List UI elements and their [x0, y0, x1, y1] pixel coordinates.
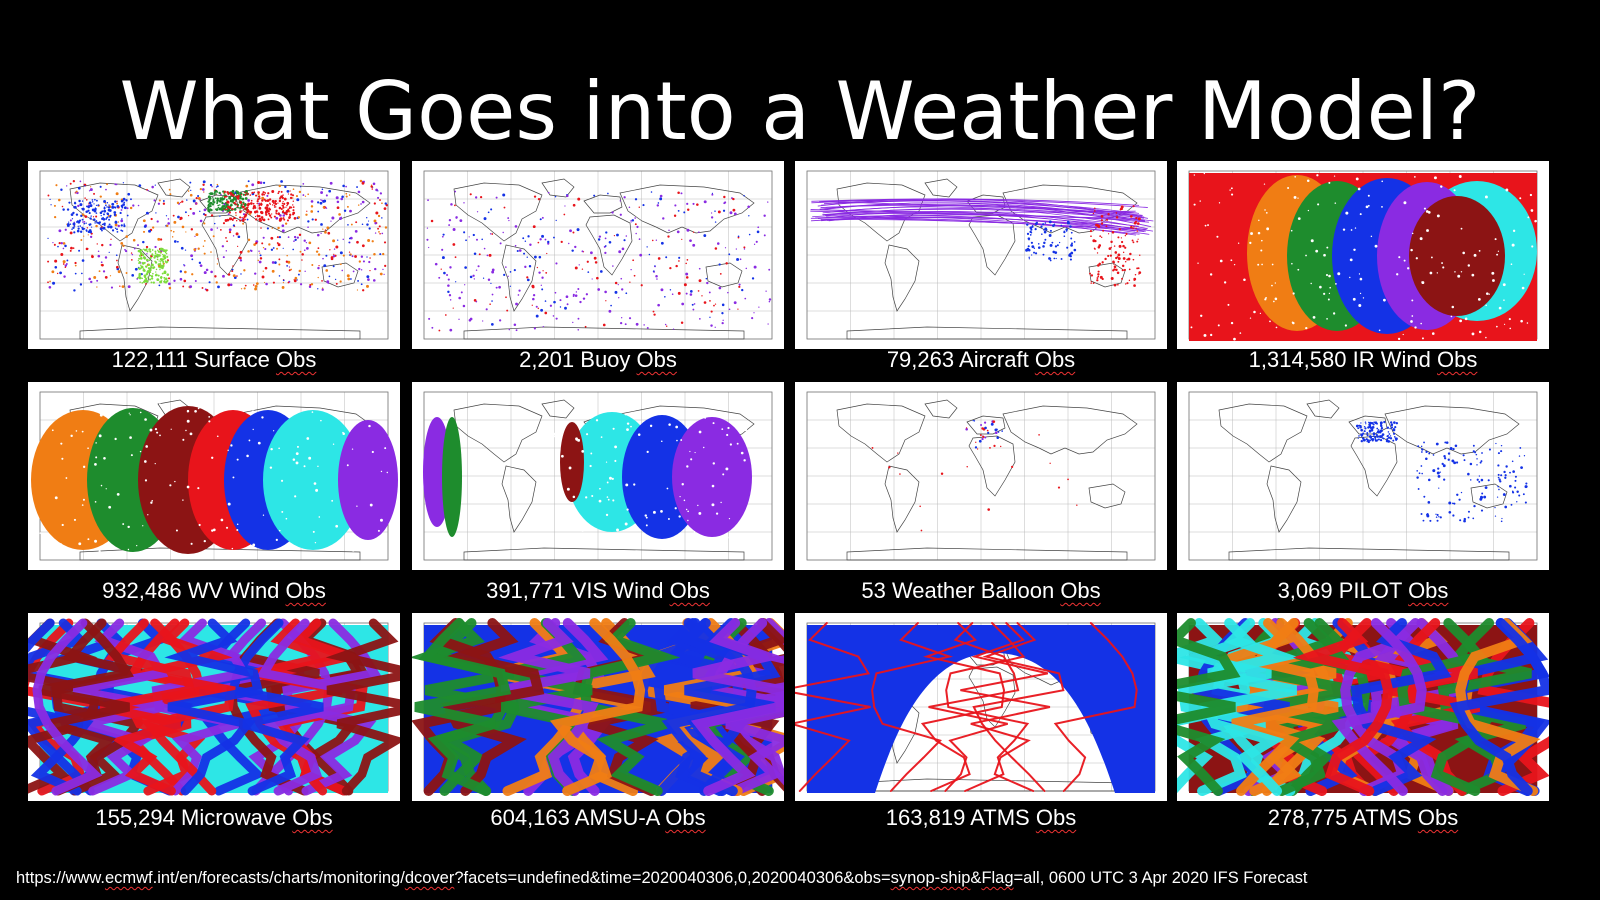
observation-map-image: [412, 618, 784, 796]
observation-map-image: [806, 170, 1156, 340]
world-map-outline: [806, 170, 1156, 340]
weather-balloon-obs-map: [795, 382, 1167, 570]
caption-weather-balloon: 53 Weather Balloon Obs: [861, 578, 1101, 603]
observation-map-image: [39, 170, 389, 340]
caption-vis-wind: 391,771 VIS Wind Obs: [486, 578, 710, 603]
observation-map-image: [1188, 391, 1538, 561]
observation-map-image: [1177, 618, 1549, 796]
caption-surface: 122,111 Surface Obs: [111, 347, 317, 372]
world-map-outline: [806, 391, 1156, 561]
wv-wind-obs-map: [28, 382, 400, 570]
observation-map-image: [806, 391, 1156, 561]
observation-map-image: [423, 391, 773, 561]
caption-amsu-a: 604,163 AMSU-A Obs: [490, 805, 706, 830]
slide-title: What Goes into a Weather Model?: [119, 65, 1481, 158]
caption-microwave: 155,294 Microwave Obs: [95, 805, 333, 830]
world-map-outline: [423, 170, 773, 340]
observation-map-image: [423, 170, 773, 340]
amsu-a-obs-map: [412, 613, 784, 801]
observation-map-image: [1188, 170, 1538, 341]
buoy-obs-map: [412, 161, 784, 349]
observation-map-image: [31, 391, 398, 561]
pilot-obs-map: [1177, 382, 1549, 570]
caption-atms-2: 278,775 ATMS Obs: [1267, 805, 1459, 830]
caption-wv-wind: 932,486 WV Wind Obs: [102, 578, 326, 603]
aircraft-obs-map: [795, 161, 1167, 349]
ir-wind-obs-map: [1177, 161, 1549, 349]
observation-map-image: [28, 618, 400, 796]
surface-obs-map: [28, 161, 400, 349]
world-map-outline: [1188, 391, 1538, 561]
atms-obs-map-1: [795, 613, 1167, 801]
vis-wind-obs-map: [412, 382, 784, 570]
observation-map-image: [795, 622, 1156, 793]
caption-atms-1: 163,819 ATMS Obs: [885, 805, 1077, 830]
caption-aircraft: 79,263 Aircraft Obs: [886, 347, 1076, 372]
microwave-obs-map: [28, 613, 400, 801]
atms-obs-map-2: [1177, 613, 1549, 801]
source-citation: https://www.ecmwf.int/en/forecasts/chart…: [16, 869, 1308, 887]
caption-ir-wind: 1,314,580 IR Wind Obs: [1248, 347, 1478, 372]
caption-pilot: 3,069 PILOT Obs: [1277, 578, 1449, 603]
caption-buoy: 2,201 Buoy Obs: [519, 347, 677, 372]
